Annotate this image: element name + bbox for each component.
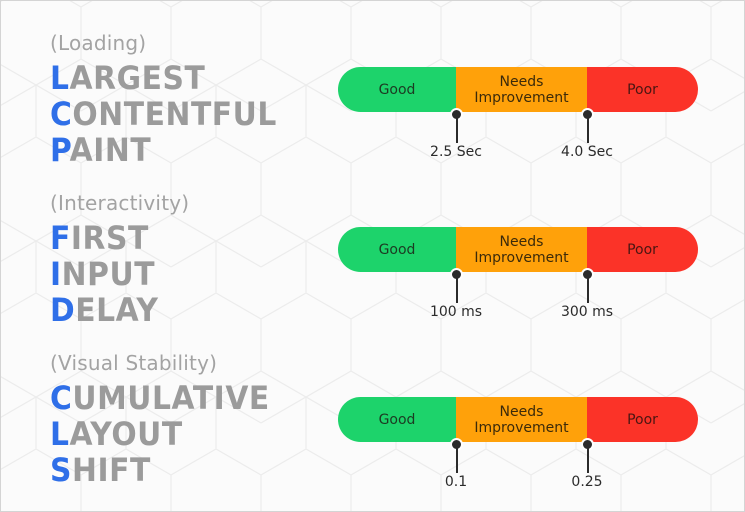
marker-stem — [455, 446, 458, 473]
needs-label-line2: Improvement — [474, 419, 569, 436]
title-initial: L — [50, 415, 70, 453]
threshold-value: 0.1 — [444, 474, 468, 490]
title-rest: UMULATIVE — [72, 379, 270, 417]
title-initial: P — [50, 131, 70, 169]
threshold-value: 300 ms — [560, 304, 614, 320]
metric-fid: (Interactivity) FIRST INPUT DELAY Good N… — [1, 191, 744, 351]
metric-cls: (Visual Stability) CUMULATIVE LAYOUT SHI… — [1, 351, 744, 511]
needs-label-line1: Needs — [499, 73, 544, 90]
marker-stem — [586, 446, 589, 473]
title-word: FIRST — [50, 221, 149, 255]
title-initial: L — [50, 59, 70, 97]
needs-label-line2: Improvement — [474, 89, 569, 106]
metric-category: (Interactivity) — [50, 191, 190, 215]
title-initial: I — [50, 255, 62, 293]
segment-good: Good — [338, 227, 456, 272]
threshold-value: 0.25 — [571, 474, 603, 490]
title-rest: ELAY — [75, 291, 159, 329]
title-word: DELAY — [50, 293, 159, 327]
threshold-bar: Good Needs Improvement Poor — [338, 227, 698, 272]
title-rest: ONTENTFUL — [72, 95, 277, 133]
title-initial: D — [50, 291, 76, 329]
threshold-value: 4.0 Sec — [561, 144, 613, 160]
segment-needs-improvement: Needs Improvement — [456, 227, 587, 272]
marker-stem — [586, 276, 589, 303]
segment-poor: Poor — [587, 67, 698, 112]
title-rest: AINT — [69, 131, 152, 169]
title-initial: F — [50, 219, 71, 257]
segment-needs-improvement: Needs Improvement — [456, 397, 587, 442]
title-initial: C — [50, 95, 73, 133]
threshold-bar: Good Needs Improvement Poor — [338, 67, 698, 112]
segment-good: Good — [338, 397, 456, 442]
segment-poor: Poor — [587, 397, 698, 442]
segment-needs-improvement: Needs Improvement — [456, 67, 587, 112]
needs-label-line1: Needs — [499, 403, 544, 420]
needs-label-line1: Needs — [499, 233, 544, 250]
title-initial: C — [50, 379, 73, 417]
title-rest: HIFT — [72, 451, 151, 489]
threshold-value: 100 ms — [429, 304, 483, 320]
title-rest: AYOUT — [69, 415, 183, 453]
title-rest: IRST — [70, 219, 149, 257]
metric-lcp: (Loading) LARGEST CONTENTFUL PAINT Good … — [1, 31, 744, 191]
title-word: PAINT — [50, 133, 151, 167]
title-word: INPUT — [50, 257, 155, 291]
title-rest: NPUT — [61, 255, 156, 293]
threshold-bar: Good Needs Improvement Poor — [338, 397, 698, 442]
title-initial: S — [50, 451, 73, 489]
marker-stem — [455, 116, 458, 143]
marker-stem — [586, 116, 589, 143]
title-word: LAYOUT — [50, 417, 183, 451]
metric-category: (Visual Stability) — [50, 351, 218, 375]
title-word: SHIFT — [50, 453, 151, 487]
title-word: CUMULATIVE — [50, 381, 270, 415]
title-word: LARGEST — [50, 61, 205, 95]
segment-poor: Poor — [587, 227, 698, 272]
title-rest: ARGEST — [69, 59, 206, 97]
marker-stem — [455, 276, 458, 303]
segment-good: Good — [338, 67, 456, 112]
metric-category: (Loading) — [50, 31, 147, 55]
threshold-value: 2.5 Sec — [430, 144, 482, 160]
title-word: CONTENTFUL — [50, 97, 277, 131]
needs-label-line2: Improvement — [474, 249, 569, 266]
